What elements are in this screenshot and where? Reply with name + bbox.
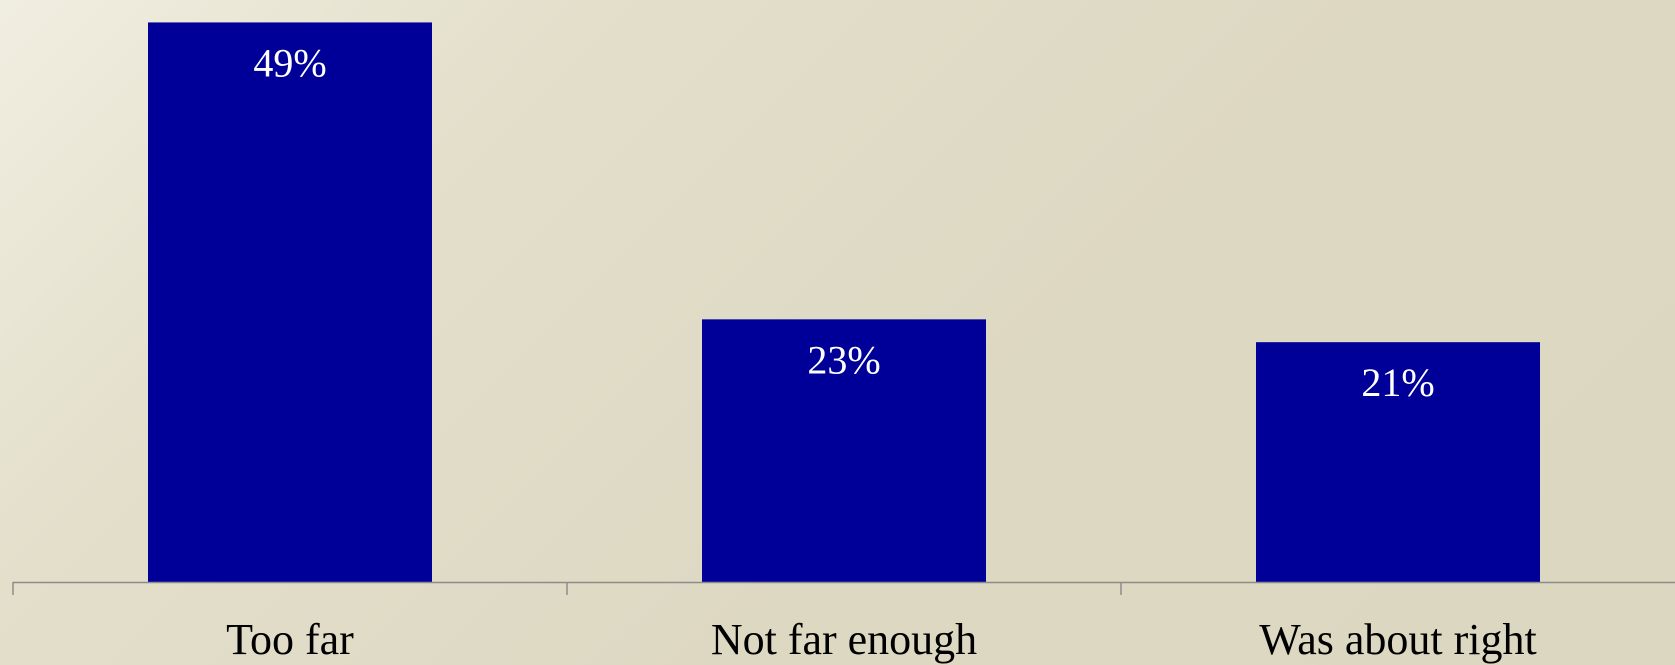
bar — [148, 22, 432, 583]
bar — [1256, 342, 1540, 582]
x-axis-ticks — [12, 582, 1122, 595]
bar-value-label: 23% — [807, 337, 880, 382]
category-label: Was about right — [1259, 615, 1537, 664]
bar — [702, 319, 986, 582]
bar-value-label: 49% — [253, 40, 326, 85]
category-label: Not far enough — [711, 615, 977, 664]
bars-group: 49% 23% 21% — [148, 22, 1540, 583]
category-label: Too far — [226, 615, 354, 664]
category-labels: Too far Not far enough Was about right — [226, 615, 1537, 664]
bar-value-label: 21% — [1361, 360, 1434, 405]
